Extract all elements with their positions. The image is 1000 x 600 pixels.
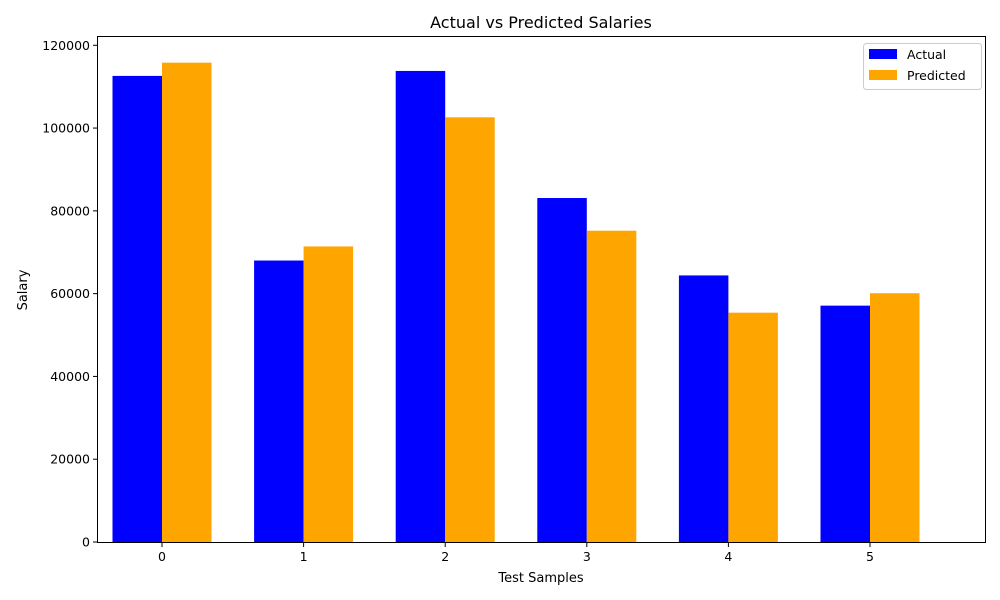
x-tick-label: 3 — [583, 549, 591, 564]
legend-label-predicted: Predicted — [907, 68, 966, 83]
bar-actual-2 — [395, 70, 446, 542]
y-tick-label: 120000 — [42, 38, 90, 53]
bar-predicted-1 — [303, 246, 354, 543]
bar-predicted-0 — [162, 62, 212, 542]
y-axis: 0 20000 40000 60000 80000 100000 120000 — [42, 38, 98, 550]
bar-actual-5 — [820, 305, 870, 542]
bar-actual-3 — [537, 198, 587, 542]
bar-actual-4 — [678, 275, 729, 542]
bar-predicted-2 — [445, 117, 495, 542]
legend-swatch-actual — [869, 49, 897, 59]
x-tick-label: 1 — [300, 549, 308, 564]
bar-actual-0 — [112, 75, 162, 542]
bar-actual-1 — [254, 260, 304, 542]
legend: Actual Predicted — [863, 43, 982, 90]
x-axis-label: Test Samples — [497, 571, 583, 586]
legend-swatch-predicted — [869, 70, 897, 80]
x-tick-label: 4 — [724, 549, 732, 564]
plot-frame — [97, 36, 986, 543]
y-tick-label: 60000 — [50, 286, 90, 301]
x-tick-label: 5 — [866, 549, 874, 564]
bar-predicted-3 — [586, 230, 637, 542]
y-tick-label: 100000 — [42, 121, 90, 136]
x-tick-label: 2 — [441, 549, 449, 564]
y-tick-label: 0 — [82, 535, 90, 550]
x-tick-label: 0 — [158, 549, 166, 564]
bar-predicted-5 — [870, 293, 920, 542]
x-axis: 0 1 2 3 4 5 — [158, 542, 874, 564]
bar-predicted-4 — [728, 312, 778, 542]
legend-label-actual: Actual — [907, 47, 946, 62]
y-tick-label: 20000 — [50, 452, 90, 467]
y-tick-label: 40000 — [50, 369, 90, 384]
y-axis-label: Salary — [16, 269, 31, 310]
bar-group — [112, 62, 920, 543]
y-tick-label: 80000 — [50, 203, 90, 218]
chart-title: Actual vs Predicted Salaries — [430, 13, 652, 32]
